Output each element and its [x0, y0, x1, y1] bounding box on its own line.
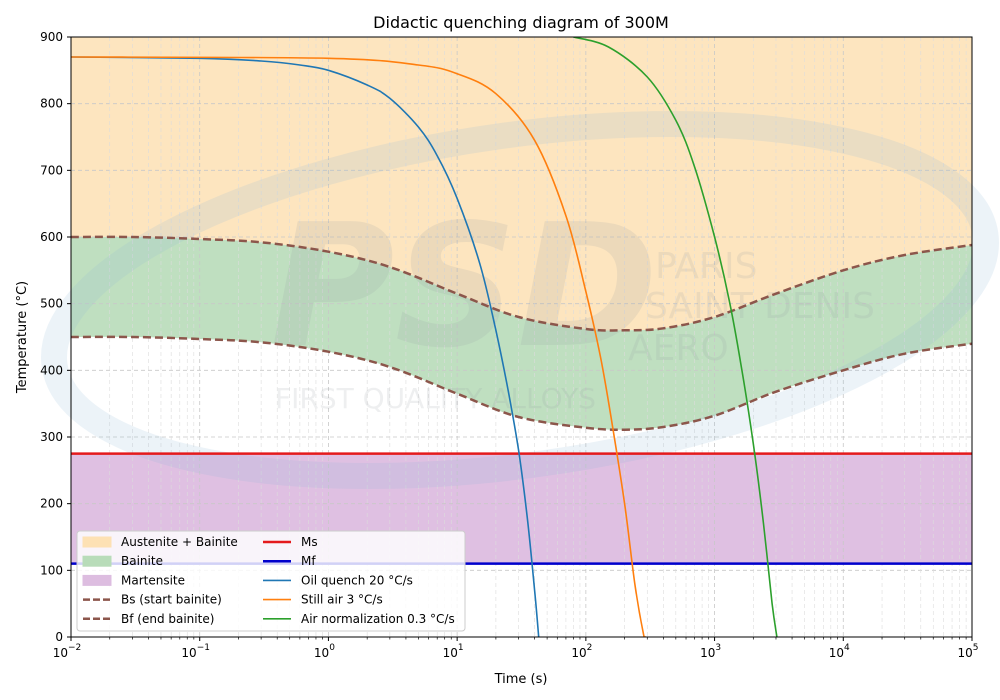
cooling-curve-2: [71, 56, 647, 637]
watermark-word3: AERO: [628, 328, 729, 369]
bf-curve: [71, 335, 972, 431]
x-tick-label: 104: [829, 643, 850, 660]
legend-swatch: [82, 574, 112, 586]
x-tick-label: 105: [957, 643, 978, 660]
legend-swatch: [82, 536, 112, 548]
legend-label: Oil quench 20 °C/s: [301, 573, 413, 587]
curves: [71, 37, 972, 637]
x-tick-label: 100: [314, 643, 335, 660]
x-tick-label: 103: [700, 643, 721, 660]
legend-label: Still air 3 °C/s: [301, 593, 383, 607]
watermark-word2: SAINT DENIS: [645, 286, 875, 327]
legend-label: Air normalization 0.3 °C/s: [301, 612, 455, 626]
legend-swatch: [82, 555, 112, 567]
chart-title: Didactic quenching diagram of 300M: [373, 13, 669, 32]
legend-label: Austenite + Bainite: [121, 535, 238, 549]
y-axis-title: Temperature (°C): [15, 281, 30, 394]
region-bainite: [71, 236, 972, 430]
legend-label: Bainite: [121, 554, 163, 568]
y-tick-label: 100: [40, 563, 63, 577]
y-tick-label: 900: [40, 30, 63, 44]
plot-frame: [70, 36, 973, 638]
watermark-tagline: FIRST QUALITY ALLOYS: [275, 382, 596, 415]
region-austenite-bainite: [71, 37, 972, 331]
x-tick-label: 10−1: [181, 643, 210, 660]
watermark-word1: PARIS: [655, 246, 758, 287]
y-tick-label: 300: [40, 430, 63, 444]
x-tick-label: 101: [443, 643, 464, 660]
x-tick-label: 102: [571, 643, 592, 660]
y-tick-label: 400: [40, 363, 63, 377]
cooling-curve-1: [71, 56, 540, 637]
bs-curve: [71, 235, 972, 332]
watermark-swoosh: [41, 110, 999, 490]
y-tick-label: 0: [55, 630, 63, 644]
legend-label: Bf (end bainite): [121, 612, 214, 626]
y-tick-label: 200: [40, 497, 63, 511]
x-tick-label: 10−2: [53, 643, 82, 660]
x-axis-title: Time (s): [494, 672, 548, 687]
y-tick-label: 800: [40, 97, 63, 111]
legend-label: Bs (start bainite): [121, 593, 222, 607]
cooling-curve-3: [573, 37, 778, 637]
y-tick-label: 600: [40, 230, 63, 244]
legend-label: Mf: [301, 554, 316, 568]
legend: Austenite + Bainite Bainite Martensite Bs (…: [76, 530, 466, 632]
y-tick-label: 700: [40, 163, 63, 177]
legend-label: Martensite: [121, 573, 185, 587]
legend-label: Ms: [301, 535, 318, 549]
y-tick-label: 500: [40, 297, 63, 311]
axis-ticks: 0 100 200 300 400 500 600 700 800 900 10−2 10−1 100 1…: [40, 30, 978, 660]
